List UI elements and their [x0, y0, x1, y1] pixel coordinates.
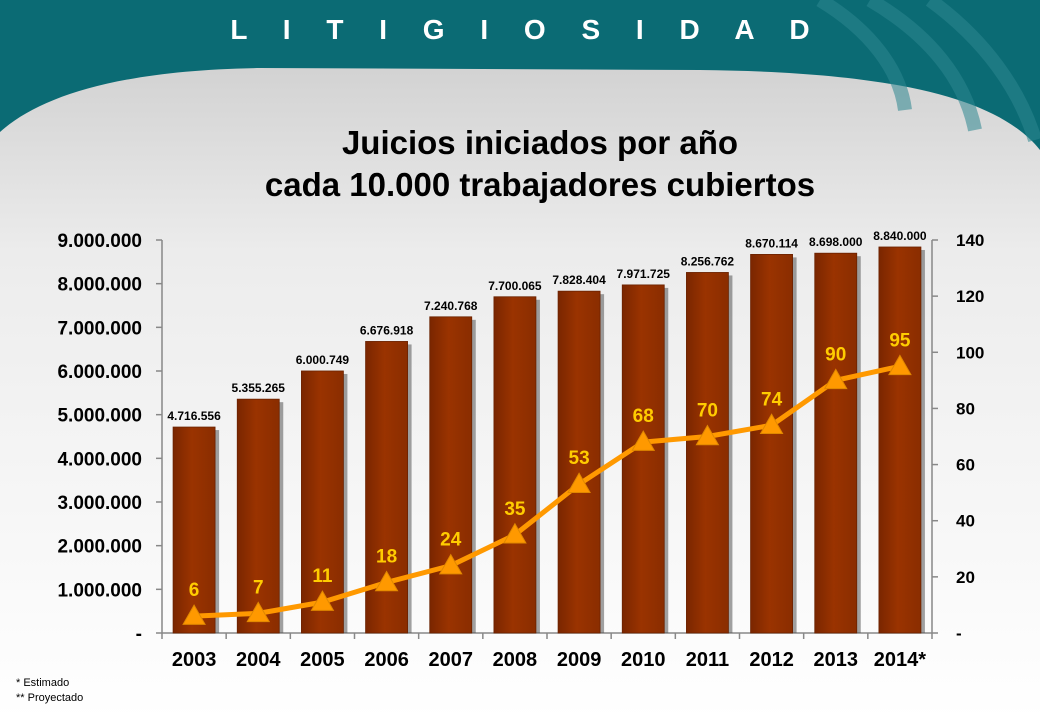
footnote-estimado: * Estimado: [16, 677, 70, 689]
x-category-label: 2012: [749, 649, 794, 671]
bar-value-label: 7.240.768: [424, 299, 478, 313]
y-right-tick-label: 140: [956, 231, 984, 250]
line-value-label: 24: [440, 530, 462, 551]
bar-value-label: 6.000.749: [296, 353, 350, 367]
bar: [429, 316, 473, 634]
line-value-label: 95: [889, 330, 911, 351]
line-value-label: 6: [189, 580, 200, 601]
bar: [750, 254, 793, 634]
line-value-label: 35: [504, 499, 526, 520]
line-value-label: 90: [825, 344, 846, 365]
bar-value-label: 8.698.000: [809, 235, 863, 249]
line-point-marker: [567, 472, 591, 493]
line-value-label: 11: [312, 566, 333, 587]
y-right-tick-label: -: [956, 624, 962, 643]
chart-title-line-1: Juicios iniciados por año: [341, 124, 739, 161]
line-series: [193, 363, 901, 619]
y-right-tick-label: 20: [956, 568, 975, 587]
bar-value-label: 8.256.762: [681, 254, 735, 268]
chart: - 1.000.000 2.000.000 3.000.000 4.000.000 5.0…: [57, 229, 984, 671]
line-point-marker: [759, 413, 784, 435]
line-point-marker: [374, 570, 399, 592]
line-point-marker: [310, 590, 335, 611]
x-category-label: 2009: [557, 649, 602, 671]
bar-value-label: 8.840.000: [873, 229, 927, 243]
line-value-label: 68: [633, 406, 654, 427]
line-value-label: 70: [697, 401, 718, 422]
y-left-tick-label: 8.000.000: [57, 275, 142, 296]
bar: [814, 252, 858, 634]
y-right-tick-label: 40: [956, 512, 975, 531]
footnotes: * Estimado ** Proyectado: [16, 676, 83, 706]
bar-value-label: 8.670.114: [745, 236, 798, 250]
x-category-label: 2010: [621, 649, 666, 671]
line-point-marker: [246, 601, 271, 623]
y-left-tick-label: 3.000.000: [57, 493, 142, 514]
bar-value-label: 7.700.065: [488, 279, 542, 293]
line-point-marker: [503, 522, 527, 544]
bar: [493, 296, 537, 634]
header-swoosh-decoration: [816, 0, 1040, 143]
y-left-tick-label: 5.000.000: [57, 406, 142, 427]
x-category-label: 2005: [300, 649, 345, 671]
line-value-label: 74: [761, 389, 783, 410]
bar: [172, 426, 216, 634]
line-point-marker: [888, 354, 912, 376]
y-left-tick-label: 4.000.000: [57, 449, 142, 470]
x-category-label: 2013: [814, 649, 859, 671]
bar: [557, 290, 601, 634]
x-category-label: 2007: [429, 649, 474, 671]
y-left-tick-label: 7.000.000: [57, 318, 142, 339]
y-right-tick-label: 120: [956, 287, 984, 306]
y-right-tick-label: 60: [956, 456, 975, 475]
line-point-marker: [182, 604, 206, 625]
y-left-tick-label: -: [136, 624, 142, 645]
bar: [621, 284, 665, 634]
chart-title-line-2: cada 10.000 trabajadores cubiertos: [264, 166, 816, 203]
y-left-tick-label: 1.000.000: [57, 580, 142, 601]
header-banner: [0, 0, 1040, 150]
bar: [686, 272, 729, 634]
x-category-label: 2003: [172, 649, 217, 671]
y-left-tick-label: 2.000.000: [57, 537, 142, 558]
line-point-marker: [695, 424, 720, 446]
x-category-label: 2011: [686, 649, 729, 671]
line-point-marker: [631, 430, 656, 451]
bar: [878, 246, 922, 634]
bar: [236, 398, 280, 634]
y-right-tick-label: 80: [956, 399, 975, 418]
footnote-proyectado: ** Proyectado: [16, 692, 84, 704]
chart-title: Juicios iniciados por año cada 10.000 tr…: [220, 122, 860, 206]
x-category-label: 2004: [236, 649, 281, 671]
bar-value-label: 7.971.725: [617, 267, 671, 281]
y-left-tick-label: 9.000.000: [57, 231, 142, 252]
y-right-tick-label: 100: [956, 343, 984, 362]
x-category-label: 2008: [493, 649, 538, 671]
line-value-label: 18: [376, 546, 397, 567]
bar-value-label: 6.676.918: [360, 323, 414, 337]
bar-value-label: 5.355.265: [232, 381, 286, 395]
bar-value-label: 7.828.404: [552, 273, 606, 287]
y-left-tick-label: 6.000.000: [57, 362, 142, 383]
line-point-marker: [823, 368, 848, 390]
line-value-label: 7: [253, 577, 264, 598]
bar-value-label: 4.716.556: [167, 409, 221, 423]
line-value-label: 53: [569, 448, 590, 469]
x-category-label: 2006: [364, 649, 409, 671]
x-category-label: 2014*: [874, 649, 926, 671]
banner-title: L I T I G I O S I D A D: [230, 14, 824, 45]
bar: [301, 370, 344, 634]
line-point-marker: [438, 553, 463, 575]
